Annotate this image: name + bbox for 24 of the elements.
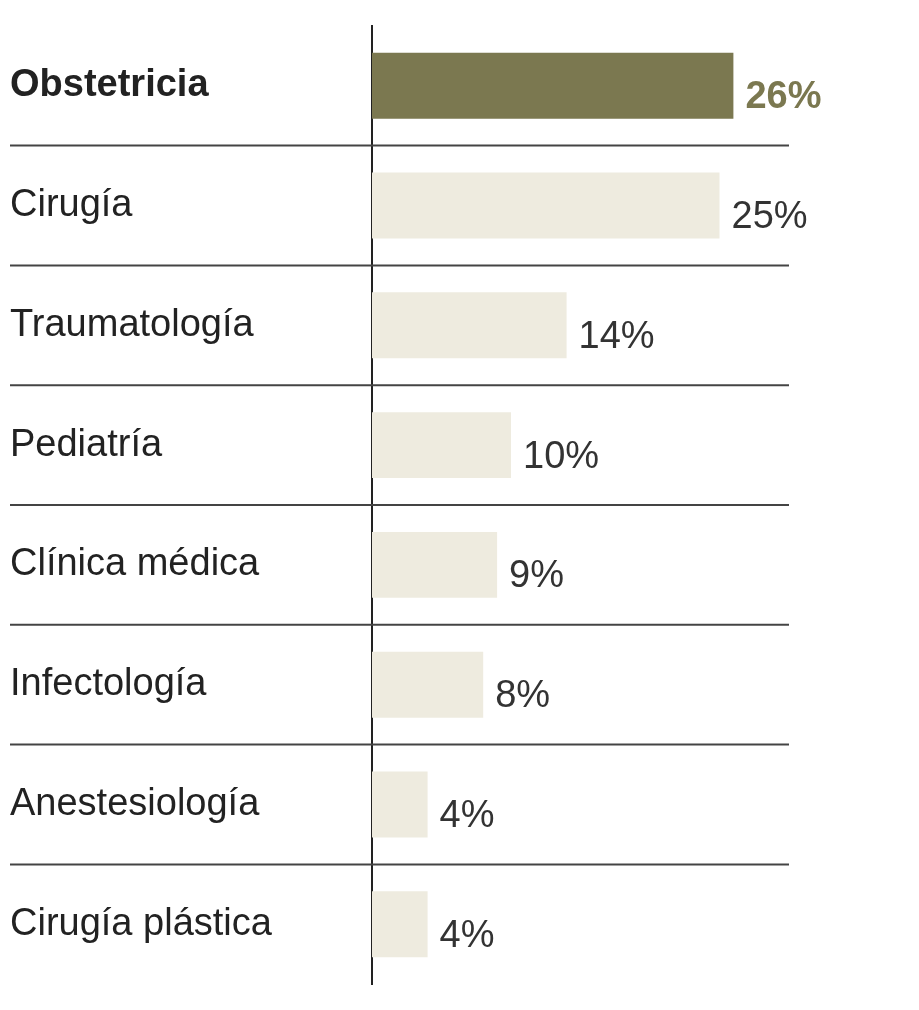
data-label: 4% xyxy=(439,912,495,955)
bar xyxy=(372,52,734,119)
data-label: 10% xyxy=(523,433,600,476)
y-tick-label: Cirugía plástica xyxy=(10,900,273,943)
bar xyxy=(372,651,484,718)
y-tick-label: Traumatología xyxy=(10,301,255,344)
data-label: 4% xyxy=(439,792,495,835)
data-label: 26% xyxy=(745,74,822,117)
bar xyxy=(372,412,511,479)
bar xyxy=(372,771,428,838)
y-tick-label: Obstetricia xyxy=(10,62,210,105)
bar xyxy=(372,531,498,598)
data-label: 9% xyxy=(509,553,565,596)
y-tick-label: Pediatría xyxy=(10,421,163,464)
y-tick-label: Anestesiología xyxy=(10,780,261,823)
data-label: 25% xyxy=(731,193,808,236)
bar xyxy=(372,292,567,359)
y-tick-label: Cirugía xyxy=(10,181,134,224)
y-tick-label: Infectología xyxy=(10,661,208,704)
data-label: 8% xyxy=(495,673,551,716)
bar xyxy=(372,891,428,958)
bar xyxy=(372,172,720,239)
y-tick-label: Clínica médica xyxy=(10,541,261,584)
data-label: 14% xyxy=(578,313,655,356)
